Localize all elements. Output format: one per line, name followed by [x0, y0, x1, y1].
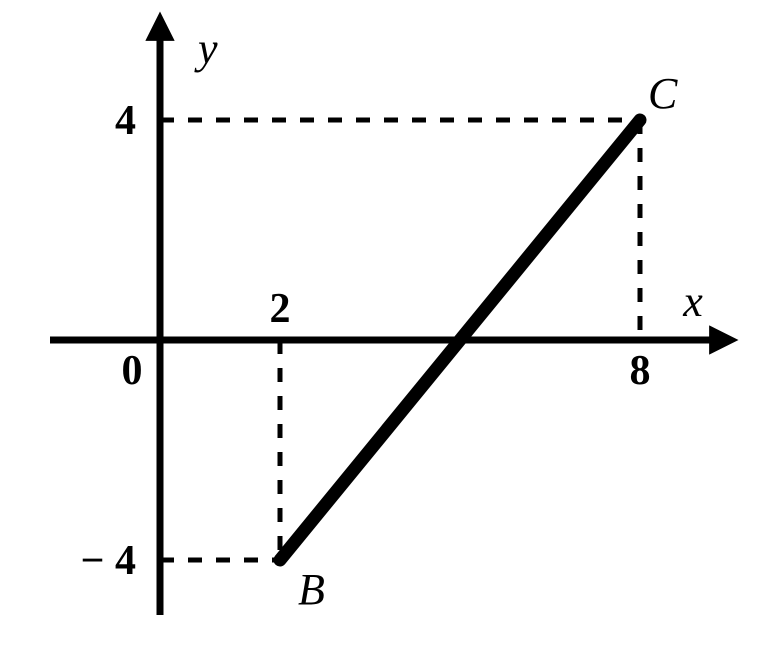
y-tick-4: 4	[115, 98, 136, 144]
x-tick-2: 2	[270, 286, 291, 332]
y-axis-label: y	[194, 24, 218, 73]
x-tick-8: 8	[630, 348, 651, 394]
x-axis-label: x	[682, 277, 703, 326]
point-b-label: B	[298, 565, 325, 614]
origin-label: 0	[122, 348, 143, 394]
point-c-label: C	[648, 69, 678, 118]
y-tick-neg4: − 4	[81, 538, 136, 584]
